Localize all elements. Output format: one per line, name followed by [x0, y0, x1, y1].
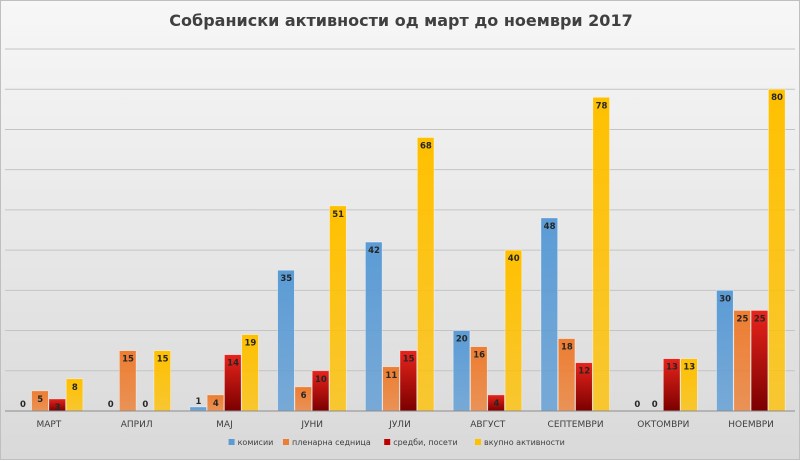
legend-swatch	[475, 439, 481, 445]
data-label: 10	[315, 375, 327, 385]
bar-8-2	[750, 310, 769, 412]
data-label: 0	[142, 400, 148, 410]
category-label: МАЈ	[216, 420, 233, 430]
data-label: 18	[561, 343, 573, 353]
gridlines	[5, 48, 795, 372]
bar-8-1	[733, 310, 751, 412]
data-label: 20	[456, 335, 468, 345]
data-label: 30	[719, 294, 731, 304]
chart-title: Собраниски активности од март до ноември…	[169, 11, 632, 30]
bar-3-0	[277, 269, 295, 412]
data-label: 40	[508, 254, 520, 264]
legend-entry: средби, посети	[393, 438, 457, 447]
category-label: ОКТОМВРИ	[637, 420, 689, 430]
bar-3-3	[329, 205, 347, 412]
data-label: 25	[737, 314, 749, 324]
legend-swatch	[283, 439, 289, 445]
data-label: 0	[108, 400, 114, 410]
category-label: СЕПТЕМВРИ	[548, 420, 604, 430]
data-label: 16	[473, 351, 485, 361]
data-label: 4	[493, 399, 499, 409]
data-label: 48	[544, 222, 556, 232]
data-label: 3	[55, 403, 61, 413]
legend-swatch	[228, 439, 235, 445]
data-label: 35	[280, 274, 292, 284]
data-label: 6	[301, 391, 307, 401]
legend-entry: вкупно активности	[484, 438, 565, 447]
data-label: 0	[652, 400, 658, 410]
data-label: 1	[196, 397, 202, 407]
data-label: 42	[368, 246, 380, 256]
legend-entry: пленарна седница	[292, 438, 371, 447]
x-axis: МАРТ АПРИЛ МАЈ ЈУНИ ЈУЛИ АВГУСТ СЕПТЕМВРИ ОКТОМ…	[5, 410, 795, 430]
data-label: 19	[244, 339, 256, 349]
data-label: 11	[385, 371, 397, 381]
data-label: 80	[771, 93, 783, 103]
data-label: 68	[420, 141, 432, 151]
category-label: АВГУСТ	[470, 420, 506, 430]
data-label: 78	[596, 101, 608, 111]
data-label: 25	[754, 314, 766, 324]
bar-8-0	[716, 290, 734, 412]
category-label: ЈУЛИ	[388, 420, 411, 430]
bar-5-3	[504, 249, 523, 412]
data-label: 13	[666, 363, 678, 373]
data-label: 8	[72, 383, 78, 393]
bar-4-0	[365, 241, 383, 412]
data-label: 4	[213, 399, 219, 409]
category-label: АПРИЛ	[121, 420, 153, 430]
bar-4-3	[416, 137, 435, 412]
category-label: МАРТ	[36, 420, 61, 430]
bar-6-0	[540, 217, 558, 412]
data-label: 14	[227, 359, 239, 369]
bar-6-3	[592, 96, 610, 412]
data-label: 12	[578, 367, 590, 377]
data-label: 51	[332, 210, 344, 220]
data-label: 5	[37, 395, 43, 405]
data-label: 15	[157, 355, 169, 365]
data-label: 15	[122, 355, 134, 365]
legend: комисии пленарна седница средби, посети вку…	[228, 438, 565, 447]
bars	[31, 88, 786, 412]
bar-8-3	[768, 88, 786, 412]
data-label: 13	[683, 363, 695, 373]
legend-swatch	[384, 439, 391, 445]
data-label: 0	[20, 400, 26, 410]
data-label: 15	[403, 355, 415, 365]
bar-2-0	[189, 406, 207, 412]
category-label: НОЕМВРИ	[728, 420, 774, 430]
category-label: ЈУНИ	[300, 420, 323, 430]
data-label: 0	[634, 400, 640, 410]
legend-entry: комисии	[238, 438, 274, 447]
